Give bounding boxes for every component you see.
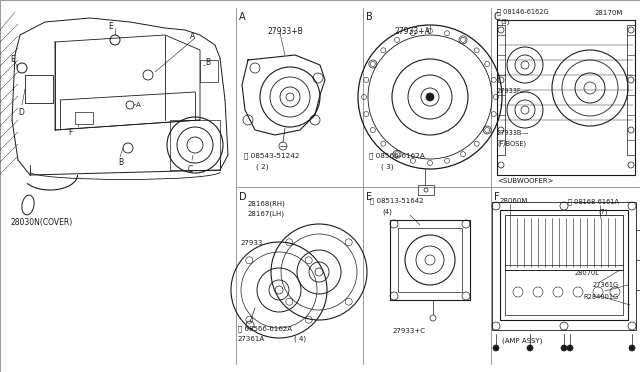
Text: B: B — [366, 12, 372, 22]
Bar — [398, 228, 462, 292]
Text: 27361A: 27361A — [238, 336, 265, 342]
Text: 28060M: 28060M — [500, 198, 529, 204]
Text: ( 3): ( 3) — [381, 163, 394, 170]
Text: (AMP ASSY): (AMP ASSY) — [502, 338, 542, 344]
Text: C: C — [494, 12, 500, 22]
Text: ( 2): ( 2) — [256, 163, 269, 170]
Bar — [25, 75, 53, 103]
Bar — [492, 202, 636, 330]
Text: Ⓢ 08543-51242: Ⓢ 08543-51242 — [244, 152, 300, 158]
Text: A: A — [136, 102, 141, 108]
Circle shape — [527, 345, 533, 351]
Text: 27933+B: 27933+B — [268, 27, 304, 36]
Text: ( 4): ( 4) — [294, 336, 306, 343]
Text: Ⓢ 08146-6162G: Ⓢ 08146-6162G — [497, 8, 548, 15]
Circle shape — [561, 345, 567, 351]
Bar — [200, 60, 218, 82]
Circle shape — [426, 93, 434, 101]
Text: 28168(RH): 28168(RH) — [248, 200, 286, 206]
Text: 27361G: 27361G — [593, 282, 619, 288]
Bar — [390, 220, 470, 300]
Text: D: D — [18, 108, 24, 117]
Text: (3): (3) — [500, 18, 509, 25]
Bar — [497, 20, 635, 175]
Text: F: F — [494, 192, 500, 202]
Text: Ⓢ 08566-6162A: Ⓢ 08566-6162A — [238, 325, 292, 331]
Text: E: E — [108, 22, 113, 31]
Text: B: B — [118, 158, 123, 167]
Text: 28030N(COVER): 28030N(COVER) — [10, 218, 72, 227]
Text: (7): (7) — [598, 208, 607, 215]
Bar — [505, 215, 623, 270]
Text: E: E — [366, 192, 372, 202]
Circle shape — [629, 345, 635, 351]
Bar — [500, 210, 628, 320]
Bar — [418, 185, 434, 195]
Text: Ⓢ 08168-6161A: Ⓢ 08168-6161A — [568, 198, 619, 205]
Circle shape — [567, 345, 573, 351]
Text: Ⓢ 08566-6162A: Ⓢ 08566-6162A — [369, 152, 425, 158]
Bar — [75, 112, 93, 124]
Text: 27933+A: 27933+A — [395, 27, 431, 36]
Bar — [497, 25, 505, 155]
Text: R284001G: R284001G — [583, 294, 618, 300]
Text: D: D — [239, 192, 246, 202]
Text: A: A — [239, 12, 246, 22]
Text: <SUBWOOFER>: <SUBWOOFER> — [497, 178, 554, 184]
Text: C: C — [188, 165, 193, 174]
Text: 27933: 27933 — [241, 240, 264, 246]
Text: 27933F: 27933F — [497, 88, 522, 94]
Text: 28167(LH): 28167(LH) — [248, 210, 285, 217]
Text: 28170M: 28170M — [595, 10, 623, 16]
Text: A: A — [190, 32, 195, 41]
Bar — [170, 120, 220, 170]
Text: 27933+C: 27933+C — [393, 328, 426, 334]
Bar — [505, 270, 623, 315]
Text: (F/BOSE): (F/BOSE) — [497, 140, 526, 147]
Bar — [627, 25, 635, 155]
Text: E: E — [10, 55, 15, 64]
Text: Ⓢ 08513-51642: Ⓢ 08513-51642 — [370, 197, 424, 203]
Circle shape — [493, 345, 499, 351]
Text: (4): (4) — [382, 208, 392, 215]
Text: 28070L: 28070L — [575, 270, 600, 276]
Text: F: F — [68, 128, 72, 137]
Text: B: B — [205, 58, 210, 67]
Text: 27933B―: 27933B― — [497, 130, 529, 136]
